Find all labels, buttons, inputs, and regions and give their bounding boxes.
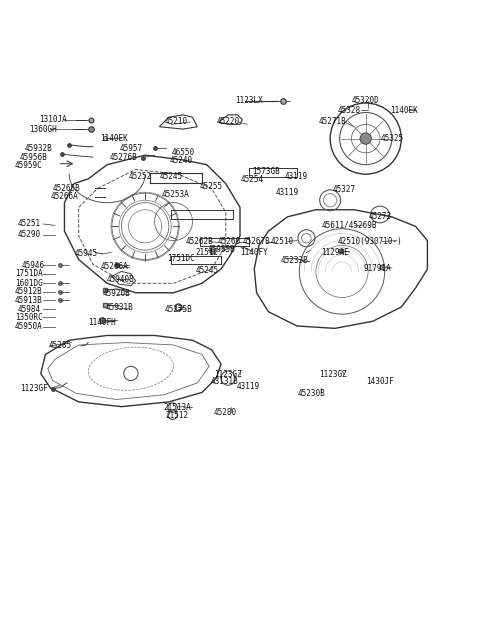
Text: 1140EK: 1140EK	[390, 106, 418, 115]
Text: 1601DG: 1601DG	[15, 279, 43, 288]
Text: 45220: 45220	[216, 118, 240, 127]
Text: 45946: 45946	[22, 261, 45, 270]
Circle shape	[360, 133, 372, 144]
Text: 45984: 45984	[17, 305, 40, 314]
Text: 1573GB: 1573GB	[252, 167, 280, 177]
Text: 45957: 45957	[120, 144, 143, 153]
Text: 1140FH: 1140FH	[88, 318, 116, 327]
Text: 45956B: 45956B	[20, 153, 48, 161]
Text: 45273: 45273	[368, 212, 392, 222]
Text: 45251: 45251	[17, 220, 40, 229]
Text: 45285: 45285	[48, 341, 71, 351]
Text: 45210: 45210	[164, 118, 188, 127]
Text: 45276B: 45276B	[110, 153, 138, 161]
Text: 45932B: 45932B	[24, 144, 52, 153]
Text: 45265B: 45265B	[53, 184, 81, 193]
Text: 45254: 45254	[240, 175, 264, 184]
Text: 42510: 42510	[270, 237, 293, 246]
Text: 45266A: 45266A	[100, 262, 128, 271]
Text: 45327: 45327	[333, 185, 356, 194]
Text: 21512: 21512	[166, 411, 189, 420]
Text: 1751DA: 1751DA	[15, 269, 43, 279]
Text: 45290: 45290	[17, 230, 40, 239]
Text: 43119: 43119	[285, 172, 308, 181]
Text: 1430JF: 1430JF	[366, 377, 394, 387]
Text: 45252: 45252	[129, 172, 152, 181]
Text: 45267B: 45267B	[243, 237, 271, 246]
Text: 1360GH: 1360GH	[29, 125, 57, 134]
Text: 21512: 21512	[195, 248, 218, 257]
Text: 45328: 45328	[337, 106, 360, 115]
Text: 1123LX: 1123LX	[236, 96, 264, 105]
Text: 1123GF: 1123GF	[20, 384, 48, 393]
Text: 45230B: 45230B	[297, 389, 325, 398]
Text: 45913B: 45913B	[15, 296, 43, 305]
Text: 45253A: 45253A	[162, 190, 190, 199]
Text: 45275B: 45275B	[165, 305, 192, 314]
Text: 45325: 45325	[380, 134, 403, 143]
Text: 45959C: 45959C	[15, 161, 43, 170]
Text: 45931B: 45931B	[105, 303, 133, 313]
Text: 91791A: 91791A	[364, 263, 392, 273]
Text: 43119: 43119	[276, 188, 299, 197]
Text: 42510(930710-): 42510(930710-)	[338, 237, 403, 246]
Text: 45920B: 45920B	[103, 289, 131, 298]
Text: 45245: 45245	[195, 265, 218, 275]
Text: 45255: 45255	[200, 182, 223, 191]
Text: 43131B: 43131B	[211, 377, 239, 387]
Text: 1350RC: 1350RC	[15, 313, 43, 322]
Text: 45955B: 45955B	[207, 244, 235, 254]
Text: 45280: 45280	[213, 408, 236, 417]
Text: 45271B: 45271B	[319, 118, 347, 127]
Text: 1140FY: 1140FY	[240, 248, 268, 257]
Text: 45611/45269B: 45611/45269B	[322, 221, 377, 230]
Text: 45233B: 45233B	[281, 256, 309, 265]
Text: 46550: 46550	[171, 148, 194, 158]
Text: 45240: 45240	[169, 156, 192, 165]
Text: 45912B: 45912B	[15, 287, 43, 296]
Text: 43119: 43119	[237, 382, 260, 391]
Text: 1123GZ: 1123GZ	[319, 370, 347, 379]
Text: 1310JA: 1310JA	[39, 115, 66, 124]
Text: 45945: 45945	[74, 249, 97, 258]
Text: 45950A: 45950A	[15, 322, 43, 332]
Text: 45262B: 45262B	[186, 237, 214, 246]
Text: 1129AE: 1129AE	[321, 248, 349, 257]
Text: 45245: 45245	[160, 172, 183, 181]
Text: 45940B: 45940B	[107, 275, 134, 284]
Text: 45266A: 45266A	[50, 192, 78, 201]
Text: 1123GZ: 1123GZ	[214, 370, 242, 379]
Text: 1751DC: 1751DC	[167, 254, 194, 263]
Text: 45260: 45260	[218, 237, 241, 246]
Text: 45320D: 45320D	[352, 96, 380, 105]
Text: 1140EK: 1140EK	[100, 134, 128, 143]
Text: 21513A: 21513A	[164, 403, 191, 412]
